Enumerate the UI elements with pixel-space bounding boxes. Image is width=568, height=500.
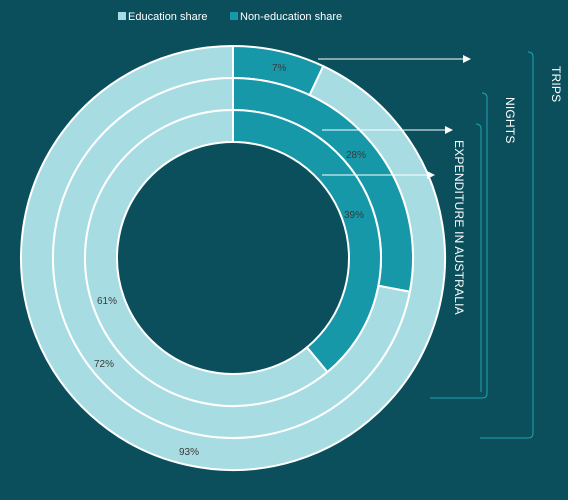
- expenditure-education-label: 61%: [97, 296, 117, 307]
- nights-education-label: 72%: [94, 359, 114, 370]
- legend-swatch-education: [118, 12, 126, 20]
- nights-bracket: [430, 92, 488, 399]
- ring-labels: TRIPS NIGHTS EXPENDITURE IN AUSTRALIA: [452, 66, 563, 315]
- legend: Education share Non-education share: [118, 11, 342, 23]
- nights-non-education-label: 28%: [346, 150, 366, 161]
- trips-label: TRIPS: [549, 66, 563, 102]
- trips-education-label: 93%: [179, 447, 199, 458]
- legend-label-non-education: Non-education share: [240, 11, 342, 23]
- legend-label-education: Education share: [128, 11, 208, 23]
- expenditure-bracket: [475, 123, 482, 392]
- expenditure-non-education-label: 39%: [344, 210, 364, 221]
- donut-rings: [20, 44, 446, 471]
- trips-bracket: [480, 51, 534, 439]
- expenditure-label: EXPENDITURE IN AUSTRALIA: [452, 140, 466, 315]
- ring-brackets: [430, 51, 534, 439]
- pointer-arrows: [318, 55, 471, 179]
- percentage-labels: 7% 28% 39% 61% 72% 93%: [94, 63, 366, 458]
- trips-non-education-label: 7%: [272, 63, 287, 74]
- expenditure-in-australia-education-segment: [84, 108, 329, 407]
- legend-swatch-non-education: [230, 12, 238, 20]
- nights-label: NIGHTS: [503, 97, 517, 144]
